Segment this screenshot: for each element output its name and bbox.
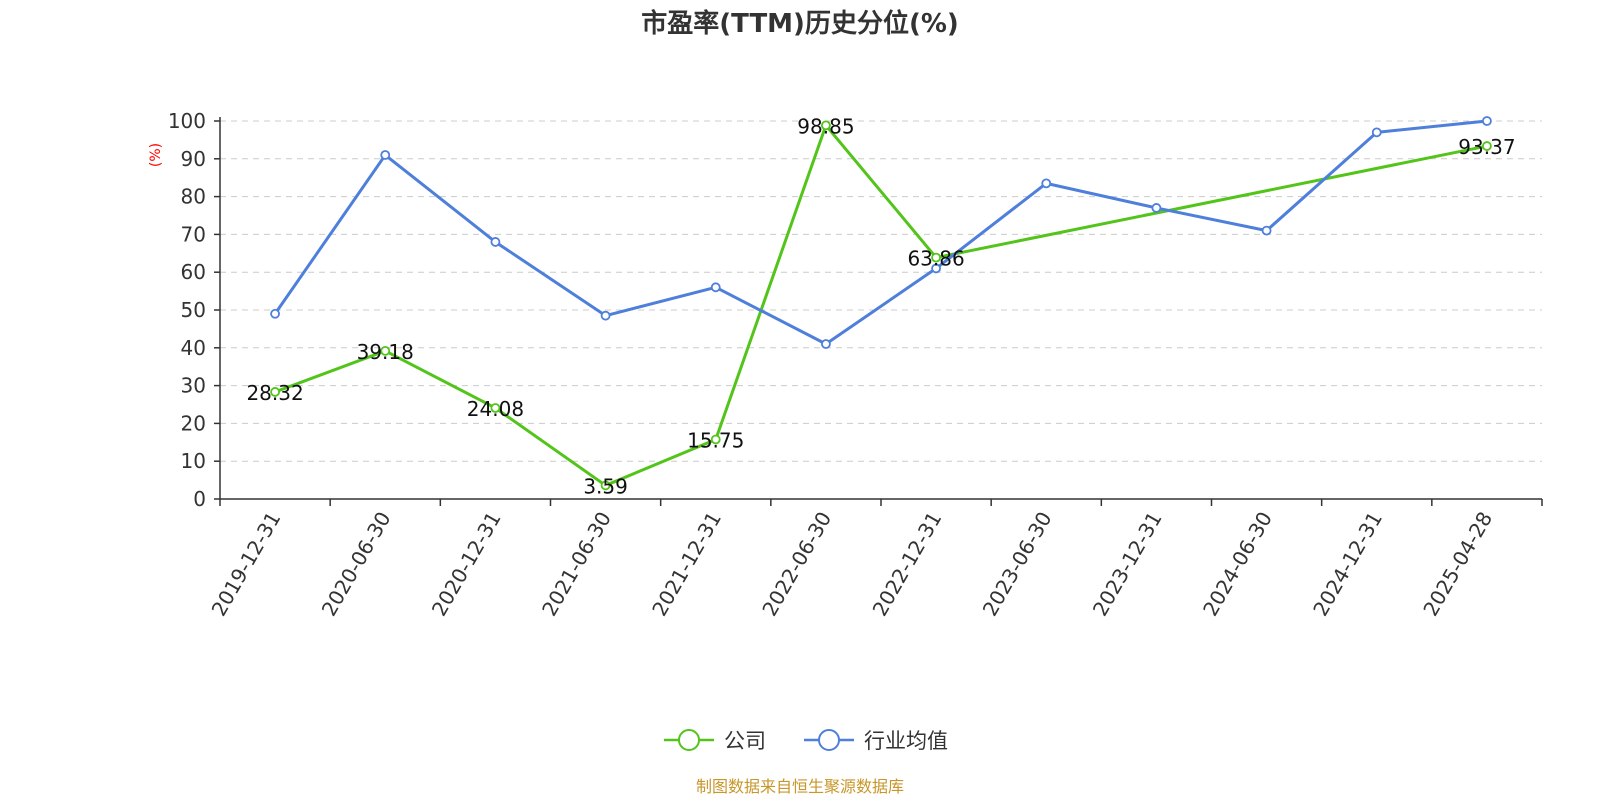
- data-point: [270, 387, 280, 397]
- data-point: [710, 282, 721, 293]
- grid-lines: [220, 120, 1542, 462]
- data-point: [1371, 127, 1382, 138]
- data-point: [710, 434, 721, 445]
- series-line: [274, 123, 1488, 487]
- legend-label: 行业均值: [864, 729, 948, 753]
- data-label: 24.08: [467, 397, 524, 421]
- data-point: [1482, 141, 1492, 151]
- data-label: 3.59: [583, 474, 628, 498]
- data-label: 39.18: [357, 340, 414, 364]
- axes: 0 10 20 30 40 50 60 70 80 90 100 2019-12-31 2020-06-…: [168, 109, 1543, 621]
- x-tick-label: 2023-12-31: [1088, 508, 1167, 621]
- y-tick-label: 100: [168, 109, 206, 133]
- y-tick-label: 10: [181, 449, 206, 473]
- data-point: [1151, 203, 1162, 213]
- x-tick-label: 2024-12-31: [1308, 508, 1387, 621]
- y-axis-label: (%): [148, 143, 164, 167]
- legend-label: 公司: [724, 729, 766, 753]
- legend[interactable]: 公司 行业均值: [664, 729, 948, 753]
- x-tick-label: 2024-06-30: [1198, 508, 1277, 621]
- y-tick-label: 40: [181, 336, 206, 360]
- data-point: [600, 310, 611, 321]
- chart-title: 市盈率(TTM)历史分位(%): [641, 8, 959, 39]
- x-tick-label: 2025-04-28: [1418, 508, 1497, 621]
- data-point: [1482, 116, 1492, 126]
- legend-item[interactable]: 公司: [664, 729, 766, 753]
- y-tick-label: 0: [193, 487, 206, 511]
- data-point: [380, 150, 391, 160]
- source-note: 制图数据来自恒生聚源数据库: [696, 777, 904, 796]
- y-tick-label: 90: [181, 147, 206, 171]
- data-point: [1261, 225, 1272, 236]
- x-tick-label: 2020-06-30: [317, 508, 396, 621]
- data-point: [821, 339, 831, 349]
- data-point: [270, 308, 280, 319]
- data-label: 15.75: [687, 428, 744, 452]
- y-tick-label: 60: [181, 260, 206, 284]
- x-tick-label: 2019-12-31: [207, 508, 286, 621]
- data-point: [931, 252, 941, 263]
- y-tick-label: 20: [181, 411, 206, 435]
- y-tick-label: 70: [181, 222, 206, 246]
- y-tick-label: 80: [181, 185, 206, 209]
- data-label: 98.85: [797, 114, 854, 138]
- y-tick-label: 30: [181, 374, 206, 398]
- data-label: 63.86: [907, 247, 964, 271]
- legend-item[interactable]: 行业均值: [804, 729, 948, 753]
- data-point: [931, 263, 941, 274]
- data-point: [490, 237, 501, 247]
- x-tick-label: 2021-12-31: [647, 508, 726, 621]
- x-tick-label: 2022-06-30: [757, 508, 836, 621]
- legend-marker: [678, 729, 700, 751]
- legend-marker: [818, 729, 840, 751]
- x-tick-label: 2022-12-31: [868, 508, 947, 621]
- y-tick-label: 50: [181, 298, 206, 322]
- x-tick-label: 2020-12-31: [427, 508, 506, 621]
- data-labels: 28.32 39.18 24.08 3.59 15.75 98.85 63.86 93.37: [246, 114, 1515, 498]
- x-tick-label: 2023-06-30: [978, 508, 1057, 621]
- data-point: [821, 120, 831, 131]
- data-label: 28.32: [246, 381, 303, 405]
- series-line: [273, 119, 1488, 346]
- data-point: [490, 403, 501, 413]
- data-point: [1041, 178, 1052, 189]
- data-label: 93.37: [1458, 135, 1515, 159]
- series-lines: [270, 116, 1492, 491]
- x-tick-label: 2021-06-30: [537, 508, 616, 621]
- data-point: [380, 345, 391, 356]
- data-point: [600, 480, 611, 491]
